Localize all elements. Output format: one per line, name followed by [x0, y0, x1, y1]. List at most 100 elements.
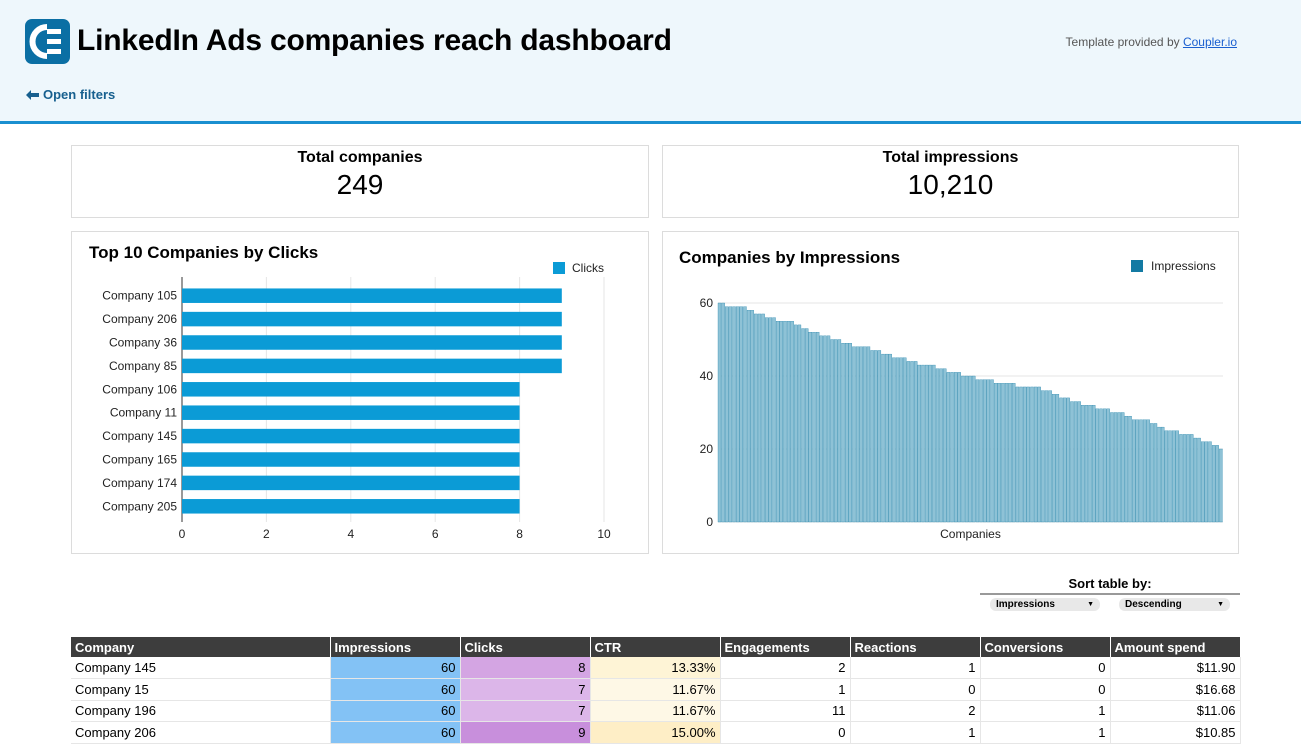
impressions-bar	[1084, 405, 1089, 523]
impressions-bar	[932, 364, 936, 523]
impressions-bar	[1092, 405, 1096, 523]
impressions-bar	[903, 357, 907, 523]
impressions-bar	[790, 321, 794, 523]
clicks-bar	[182, 428, 520, 444]
open-filters-button[interactable]: Open filters	[26, 87, 115, 102]
column-header[interactable]: Company	[71, 637, 331, 657]
column-header[interactable]: CTR	[590, 637, 721, 657]
impressions-bar	[812, 332, 816, 523]
impressions-bar	[943, 368, 947, 523]
category-label: Company 206	[102, 312, 177, 326]
impressions-bar	[1211, 445, 1216, 523]
table-cell: 1	[980, 700, 1111, 722]
column-header[interactable]: Clicks	[460, 637, 591, 657]
y-tick-label: 20	[700, 442, 714, 456]
impressions-bar	[743, 306, 747, 523]
table-cell: $16.68	[1110, 678, 1241, 701]
impressions-bar	[964, 375, 969, 523]
table-cell: 60	[330, 657, 461, 679]
impressions-bar	[746, 310, 751, 523]
impressions-bar	[725, 306, 729, 523]
impressions-bar	[914, 361, 918, 523]
impressions-bar	[1128, 415, 1132, 523]
impressions-bar	[1150, 423, 1154, 523]
impressions-bar	[855, 346, 860, 523]
impressions-bar	[819, 335, 823, 523]
impressions-bar	[1106, 408, 1110, 523]
impressions-bar	[881, 353, 885, 523]
impressions-bar	[961, 375, 965, 523]
x-axis-label: Companies	[940, 527, 1001, 541]
impressions-bar	[761, 313, 765, 523]
impressions-bar	[837, 339, 842, 523]
impressions-bar	[979, 379, 983, 523]
column-header[interactable]: Conversions	[980, 637, 1111, 657]
impressions-bar	[754, 313, 758, 523]
credit-text: Template provided by	[1065, 35, 1183, 49]
impressions-bar	[852, 346, 856, 523]
sort-divider	[980, 593, 1240, 595]
table-cell: Company 145	[71, 657, 331, 679]
impressions-bar	[1153, 423, 1158, 523]
column-header[interactable]: Engagements	[720, 637, 851, 657]
sort-order-select[interactable]: Descending ▼	[1119, 598, 1230, 611]
sort-title: Sort table by:	[1068, 576, 1152, 591]
impressions-bar	[950, 372, 954, 523]
impressions-bar	[1215, 445, 1219, 523]
coupler-link[interactable]: Coupler.io	[1182, 35, 1237, 49]
category-label: Company 165	[102, 453, 177, 467]
table-cell: 1	[850, 721, 981, 744]
coupler-logo-icon	[25, 19, 70, 64]
y-tick-label: 40	[700, 369, 714, 383]
category-label: Company 36	[109, 336, 177, 350]
arrow-left-icon	[26, 89, 39, 100]
table-cell: 2	[850, 700, 981, 722]
x-tick-label: 2	[263, 527, 270, 541]
impressions-bar	[823, 335, 827, 523]
table-cell: 60	[330, 721, 461, 744]
category-label: Company 205	[102, 499, 177, 513]
impressions-bar	[1102, 408, 1107, 523]
legend-label: Clicks	[572, 261, 604, 275]
impressions-chart: 0 20 40 60 Companies Impressions	[700, 259, 1223, 541]
column-header[interactable]: Impressions	[330, 637, 461, 657]
impressions-bar	[939, 368, 943, 523]
impressions-bar	[1186, 434, 1190, 523]
impressions-bar	[957, 372, 961, 523]
open-filters-label: Open filters	[43, 87, 116, 102]
table-cell: 0	[720, 721, 851, 744]
sort-field-select[interactable]: Impressions ▼	[990, 598, 1100, 611]
impressions-bar	[1175, 430, 1179, 523]
table-header-row: Company Impressions Clicks CTR Engagemen…	[71, 637, 1240, 657]
impressions-bar	[768, 317, 773, 523]
impressions-bar	[1077, 401, 1081, 523]
kpi-impressions-value: 10,210	[907, 169, 994, 200]
column-header[interactable]: Amount spend	[1110, 637, 1240, 657]
impressions-bar	[1197, 437, 1201, 523]
impressions-bar	[892, 357, 896, 523]
table-cell: 8	[460, 657, 591, 679]
impressions-bar	[775, 321, 780, 523]
impressions-bar	[1095, 408, 1100, 523]
impressions-bar	[765, 317, 769, 523]
table-cell: 11.67%	[590, 700, 721, 722]
impressions-bar	[757, 313, 762, 523]
impressions-bar	[924, 364, 929, 523]
table-row: Company 145 60 8 13.33% 2 1 0 $11.90	[71, 657, 1241, 679]
table-cell: 60	[330, 678, 461, 701]
table-cell: 1	[720, 678, 851, 701]
column-header[interactable]: Reactions	[850, 637, 981, 657]
impressions-bar	[1019, 386, 1023, 523]
category-label: Company 105	[102, 289, 177, 303]
x-tick-label: 0	[179, 527, 186, 541]
clicks-bar	[182, 335, 562, 350]
impressions-bar	[954, 372, 958, 523]
page-title: LinkedIn Ads companies reach dashboard	[77, 24, 672, 57]
table-cell: 60	[330, 700, 461, 722]
x-tick-label: 4	[347, 527, 354, 541]
impressions-bar	[1124, 415, 1129, 523]
impressions-bar	[928, 364, 932, 523]
clicks-chart-card: Top 10 Companies by Clicks 0 2 4 6 8 10 Compan…	[71, 231, 649, 554]
impressions-bar	[968, 375, 972, 523]
clicks-bar	[182, 405, 520, 420]
